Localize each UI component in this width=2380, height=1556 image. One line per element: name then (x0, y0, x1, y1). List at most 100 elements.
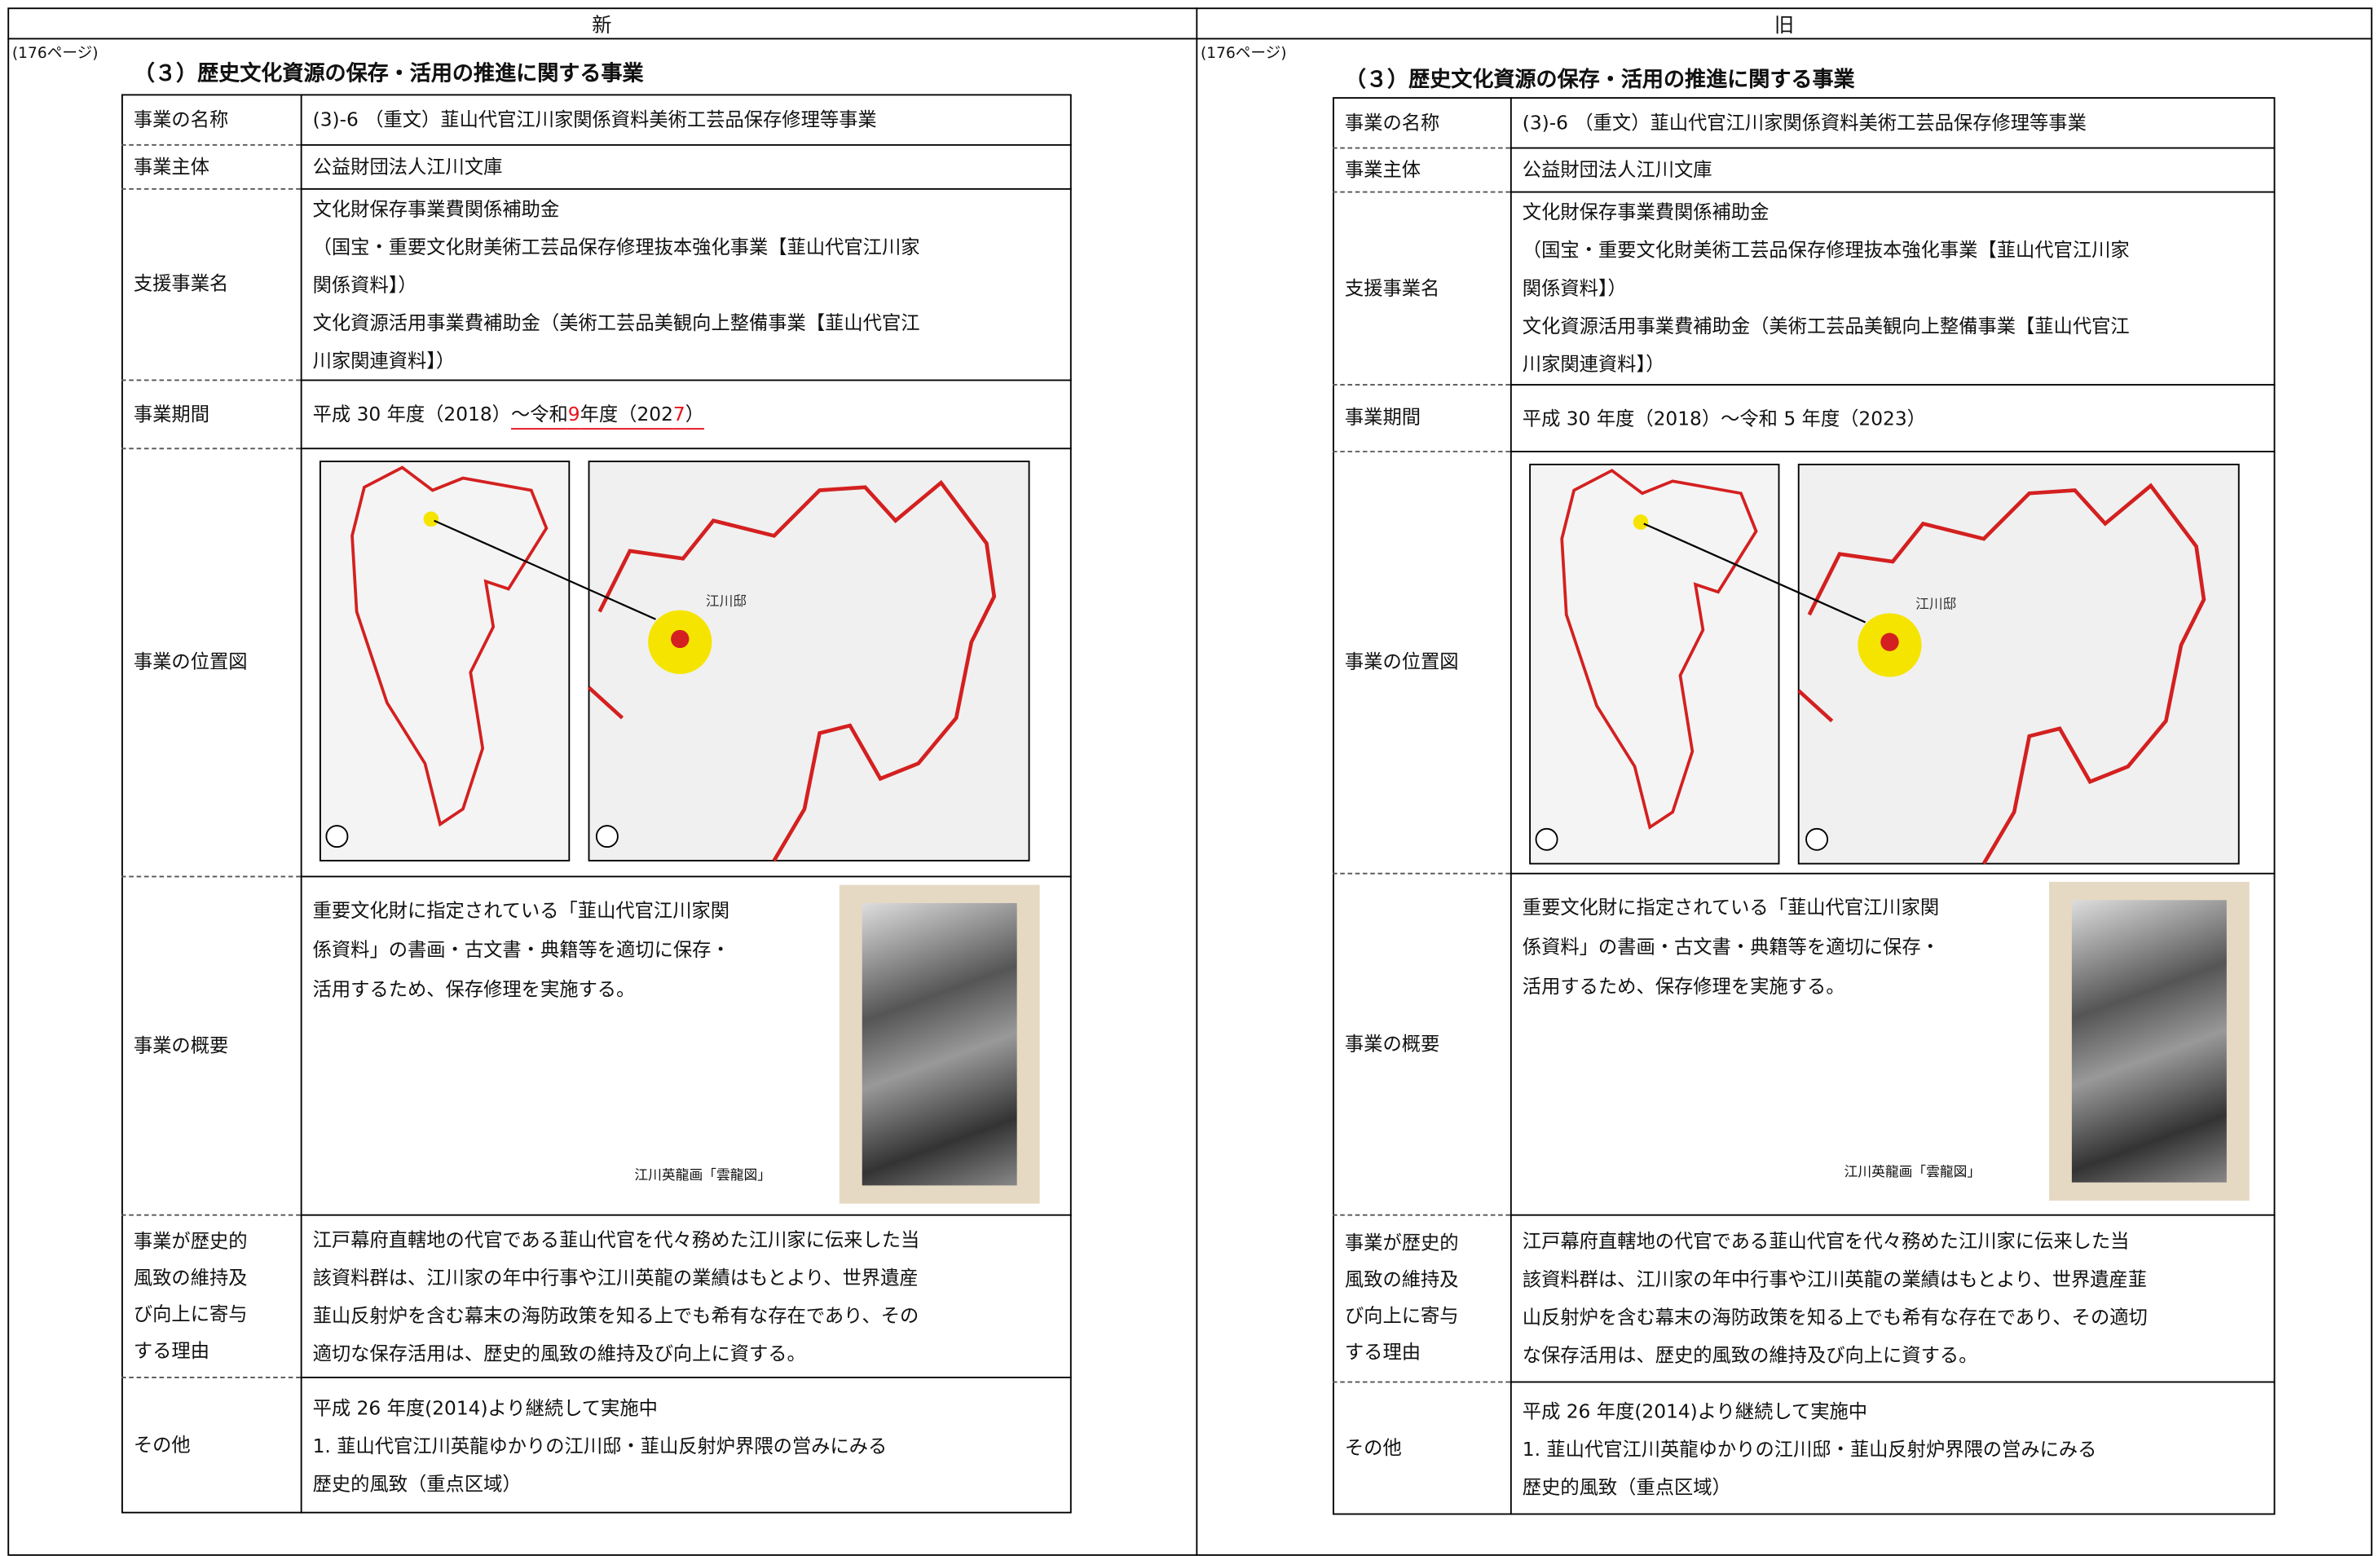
row-rule (1510, 1381, 2276, 1383)
row-content: 平成 30 年度（2018）～令和 5 年度（2023） (1510, 384, 2276, 451)
row-label: その他 (121, 1377, 301, 1514)
row-content: (3)-6 （重文）韮山代官江川家関係資料美術工芸品保存修理等事業 (301, 94, 1072, 143)
content-line: 川家関連資料】） (312, 348, 456, 372)
image-caption: 江川英龍画「雲龍図」 (1844, 1166, 1981, 1181)
label-line: する理由 (1344, 1340, 1421, 1364)
map-place-label: 江川邸 (1915, 596, 1956, 612)
row-rule-label (121, 447, 301, 450)
row-rule-label (1333, 191, 1510, 193)
content-line: 公益財団法人江川文庫 (312, 154, 503, 178)
row-content: 江戸幕府直轄地の代官である韮山代官を代々務めた江川家に伝来した当 該資料群は、江川… (1510, 1214, 2276, 1382)
label-line: 事業主体 (1344, 156, 1421, 180)
artwork (2071, 900, 2227, 1183)
content-line: 文化資源活用事業費補助金（美術工芸品美観向上整備事業【韮山代官江 (1522, 314, 2130, 337)
content-line: 歴史的風致（重点区域） (312, 1471, 522, 1495)
row-rule (300, 187, 1072, 190)
label-line: 風致の維持及 (133, 1265, 248, 1289)
location-maps: 江川邸 (1529, 463, 2240, 865)
content-line: 1. 韮山代官江川英龍ゆかりの江川邸・韮山反射炉界隈の営みにみる (312, 1433, 888, 1457)
period-segment: 年度（202 (580, 402, 673, 425)
content-line: 江戸幕府直轄地の代官である韮山代官を代々務めた江川家に伝来した当 (312, 1227, 920, 1250)
row-rule-label (1333, 1214, 1510, 1216)
content-line: 係資料」の書画・古文書・典籍等を適切に保存・ (312, 937, 730, 961)
row-rule (300, 447, 1072, 450)
content-line: 1. 韮山代官江川英龍ゆかりの江川邸・韮山反射炉界隈の営みにみる (1522, 1436, 2097, 1460)
header-new: 新 (592, 15, 612, 38)
row-label: 事業が歴史的 風致の維持及 び向上に寄与 する理由 (121, 1214, 301, 1377)
content-line: 川家関連資料】） (1522, 352, 1665, 375)
label-line: び向上に寄与 (133, 1301, 248, 1325)
content-line: 平成 30 年度（2018）～令和9年度（2027） (313, 395, 1072, 433)
site-marker (1633, 514, 1649, 530)
content-line: 活用するため、保存修理を実施する。 (312, 977, 636, 1001)
label-line: 事業の名称 (133, 107, 229, 130)
north-symbol (325, 825, 349, 849)
section-title: （３）歴史文化資源の保存・活用の推進に関する事業 (133, 62, 644, 87)
row-rule (1510, 1214, 2276, 1216)
label-line: 風致の維持及 (1344, 1267, 1459, 1290)
content-line: 関係資料】） (312, 272, 417, 296)
pointer-arrow (434, 519, 656, 620)
content-line: 韮山反射炉を含む幕末の海防政策を知る上でも希有な存在であり、その (312, 1303, 919, 1326)
row-content: 平成 30 年度（2018）～令和9年度（2027） (301, 380, 1072, 448)
row-rule (300, 143, 1072, 146)
north-symbol (595, 825, 619, 849)
row-label: 事業が歴史的 風致の維持及 び向上に寄与 する理由 (1333, 1214, 1510, 1382)
row-label: 事業主体 (121, 144, 301, 188)
area-boundary (587, 479, 997, 862)
row-label: 事業の概要 (121, 875, 301, 1214)
site-block (671, 629, 690, 649)
label-line: 事業期間 (1344, 405, 1421, 429)
content-line: （国宝・重要文化財美術工芸品保存修理抜本強化事業【韮山代官江川家 (1522, 238, 2130, 262)
row-rule-label (121, 1377, 301, 1378)
row-rule-label (1333, 384, 1510, 386)
label-line: び向上に寄与 (1344, 1303, 1459, 1327)
label-line: 事業が歴史的 (1344, 1231, 1459, 1254)
content-line: 平成 30 年度（2018）～令和 5 年度（2023） (1522, 406, 1926, 430)
period-segment: ） (685, 402, 705, 425)
row-label: 事業主体 (1333, 148, 1510, 192)
label-line: その他 (1344, 1435, 1402, 1459)
page-label: (176ページ) (1201, 45, 1287, 63)
location-maps: 江川邸 (319, 461, 1030, 862)
content-line: 平成 26 年度(2014)より継続して実施中 (1522, 1399, 1868, 1422)
label-rule (300, 94, 302, 1514)
map-frame (1529, 463, 1780, 865)
row-content: 重要文化財に指定されている「韮山代官江川家関 係資料」の書画・古文書・典籍等を適切… (1523, 888, 2038, 1006)
image-caption: 江川英龍画「雲龍図」 (634, 1168, 772, 1184)
content-line: 江戸幕府直轄地の代官である韮山代官を代々務めた江川家に伝来した当 (1522, 1229, 2130, 1253)
map-frame (319, 461, 571, 862)
content-line: 重要文化財に指定されている「韮山代官江川家関 (312, 898, 730, 922)
label-line: 事業の位置図 (133, 650, 248, 672)
content-line: 係資料」の書画・古文書・典籍等を適切に保存・ (1522, 935, 1940, 959)
content-line: 山反射炉を含む幕末の海防政策を知る上でも希有な存在であり、その適切 (1522, 1305, 2148, 1329)
row-content: 公益財団法人江川文庫 (1510, 148, 2276, 192)
row-rule-label (121, 143, 301, 146)
row-rule-label (1333, 1381, 1510, 1383)
section-title: （３）歴史文化資源の保存・活用の推進に関する事業 (1344, 68, 1855, 93)
content-line: な保存活用は、歴史的風致の維持及び向上に資する。 (1522, 1343, 1978, 1366)
content-line: 平成 26 年度(2014)より継続して実施中 (312, 1395, 658, 1419)
row-rule (1510, 872, 2276, 875)
row-rule-label (121, 379, 301, 381)
label-line: 事業主体 (133, 154, 210, 177)
content-line: 文化財保存事業費関係補助金 (312, 196, 560, 220)
site-marker (423, 511, 439, 527)
content-line: (3)-6 （重文）韮山代官江川家関係資料美術工芸品保存修理等事業 (312, 108, 877, 131)
row-rule (1510, 451, 2276, 452)
label-line: 支援事業名 (133, 271, 229, 295)
content-line: 活用するため、保存修理を実施する。 (1522, 974, 1845, 998)
period-segment: ～令和 (510, 402, 568, 425)
row-label: 支援事業名 (121, 188, 301, 380)
row-rule (1510, 191, 2276, 193)
label-line: 事業が歴史的 (133, 1228, 248, 1252)
row-rule (300, 875, 1072, 878)
row-rule-label (121, 875, 301, 878)
row-label: その他 (1333, 1382, 1510, 1515)
pointer-arrow (1643, 522, 1867, 624)
artwork (862, 903, 1017, 1186)
content-line: (3)-6 （重文）韮山代官江川家関係資料美術工芸品保存修理等事業 (1522, 110, 2087, 134)
column-rule (1196, 7, 1198, 1556)
label-line: 事業期間 (133, 401, 210, 425)
